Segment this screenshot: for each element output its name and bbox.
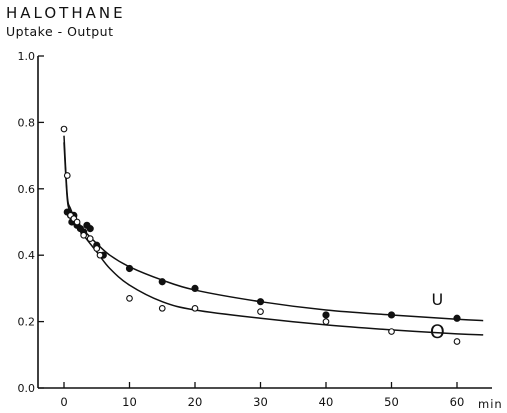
fit-curve-u <box>63 135 484 322</box>
y-tick-label: 0.6 <box>18 183 36 196</box>
x-tick-label: 50 <box>384 395 399 409</box>
data-point-open <box>158 304 166 312</box>
series-label-u: U <box>431 290 443 309</box>
y-tick-label: 1.0 <box>18 50 36 63</box>
x-tick-label: 0 <box>60 395 67 409</box>
x-tick-label: 40 <box>319 395 334 409</box>
data-point-open <box>93 245 101 252</box>
series-label-o: O <box>430 321 445 343</box>
data-point-filled <box>191 284 199 292</box>
data-point-filled <box>453 314 461 322</box>
data-point-open <box>60 125 68 133</box>
data-point-open <box>388 328 395 335</box>
data-points <box>60 125 461 345</box>
x-tick-label: 20 <box>188 395 203 409</box>
x-tick-label: 60 <box>450 395 465 409</box>
x-axis-label: min <box>478 397 503 411</box>
series-labels: UO <box>430 290 445 343</box>
data-point-open <box>126 295 133 302</box>
data-point-open <box>96 251 104 259</box>
y-tick-label: 0.8 <box>18 116 36 129</box>
fit-curve-o <box>63 142 484 336</box>
data-point-filled <box>86 225 94 233</box>
fit-curves <box>63 135 484 336</box>
data-point-filled <box>125 264 134 273</box>
data-point-open <box>257 308 264 315</box>
chart-title: HALOTHANE <box>6 4 126 22</box>
y-tick-label: 0.4 <box>18 249 36 262</box>
x-tick-label: 30 <box>253 395 268 409</box>
data-point-filled <box>158 278 166 286</box>
data-point-filled <box>387 311 396 319</box>
data-point-open <box>73 218 81 226</box>
y-tick-label: 0.0 <box>18 382 36 395</box>
chart-subtitle: Uptake - Output <box>6 24 114 39</box>
data-point-open <box>322 318 330 325</box>
x-tick-label: 10 <box>122 395 137 409</box>
data-point-filled <box>256 298 265 306</box>
y-tick-label: 0.2 <box>18 316 36 329</box>
data-point-open <box>63 172 71 179</box>
data-point-open <box>453 338 461 345</box>
data-point-open <box>80 231 87 239</box>
data-point-open <box>191 304 199 312</box>
data-point-filled <box>322 311 330 319</box>
data-point-open <box>86 235 94 242</box>
axes: 0.0 0.2 0.4 0.6 0.8 1.0 0 10 20 30 40 50 60 min <box>18 50 503 411</box>
